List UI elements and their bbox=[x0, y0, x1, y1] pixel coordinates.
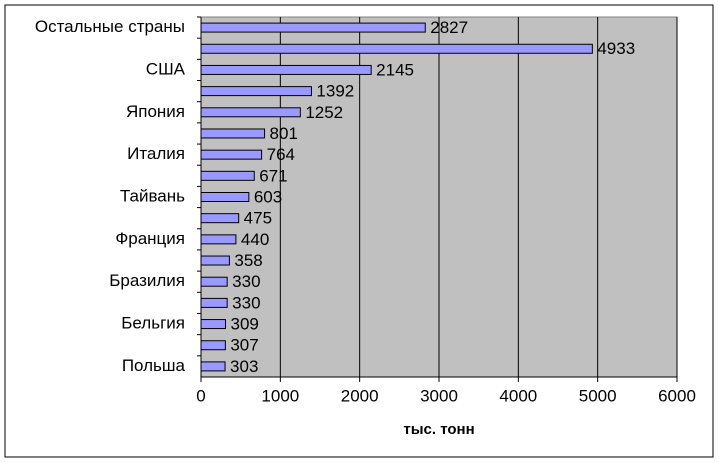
value-label: 1252 bbox=[305, 103, 343, 122]
value-label: 2827 bbox=[430, 18, 468, 37]
bar bbox=[200, 213, 240, 224]
value-label: 440 bbox=[241, 230, 269, 249]
bar bbox=[200, 340, 226, 351]
bar bbox=[200, 276, 228, 287]
bar bbox=[200, 234, 237, 245]
y-tick-label: Франция bbox=[115, 229, 185, 248]
bar bbox=[200, 361, 226, 372]
bar bbox=[200, 297, 228, 308]
value-label: 358 bbox=[234, 251, 262, 270]
x-tick-label: 3000 bbox=[420, 386, 458, 405]
y-tick-label: Остальные страны bbox=[35, 17, 185, 36]
x-tick-label: 4000 bbox=[499, 386, 537, 405]
x-tick-label: 1000 bbox=[261, 386, 299, 405]
value-label: 1392 bbox=[316, 82, 354, 101]
value-label: 671 bbox=[259, 166, 287, 185]
bar bbox=[200, 170, 255, 181]
value-label: 2145 bbox=[376, 60, 414, 79]
x-tick-label: 2000 bbox=[341, 386, 379, 405]
value-label: 309 bbox=[231, 315, 259, 334]
value-label: 307 bbox=[230, 336, 258, 355]
x-tick-label: 6000 bbox=[658, 386, 696, 405]
bar bbox=[200, 192, 250, 202]
value-label: 801 bbox=[270, 124, 298, 143]
bar bbox=[200, 64, 372, 75]
bar bbox=[200, 149, 263, 160]
y-tick-label: Тайвань bbox=[120, 186, 185, 205]
bar bbox=[200, 22, 426, 33]
bar bbox=[200, 43, 593, 54]
bar bbox=[200, 86, 312, 97]
bar bbox=[200, 128, 266, 139]
value-label: 330 bbox=[232, 293, 260, 312]
y-tick-label: США bbox=[146, 59, 186, 78]
value-label: 330 bbox=[232, 272, 260, 291]
x-tick-label: 5000 bbox=[579, 386, 617, 405]
y-tick-label: Италия bbox=[127, 144, 185, 163]
bar bbox=[200, 107, 301, 118]
y-tick-label: Бразилия bbox=[109, 271, 185, 290]
value-label: 603 bbox=[254, 187, 282, 206]
value-label: 4933 bbox=[597, 39, 635, 58]
value-label: 764 bbox=[267, 145, 295, 164]
x-tick-label: 0 bbox=[196, 386, 205, 405]
value-label: 303 bbox=[230, 357, 258, 376]
value-label: 475 bbox=[244, 209, 272, 228]
bar bbox=[200, 319, 227, 330]
y-tick-label: Бельгия bbox=[121, 314, 185, 333]
bar bbox=[200, 255, 230, 266]
x-axis-label: тыс. тонн bbox=[403, 421, 474, 438]
y-tick-label: Польша bbox=[122, 356, 186, 375]
y-tick-label: Япония bbox=[126, 102, 185, 121]
